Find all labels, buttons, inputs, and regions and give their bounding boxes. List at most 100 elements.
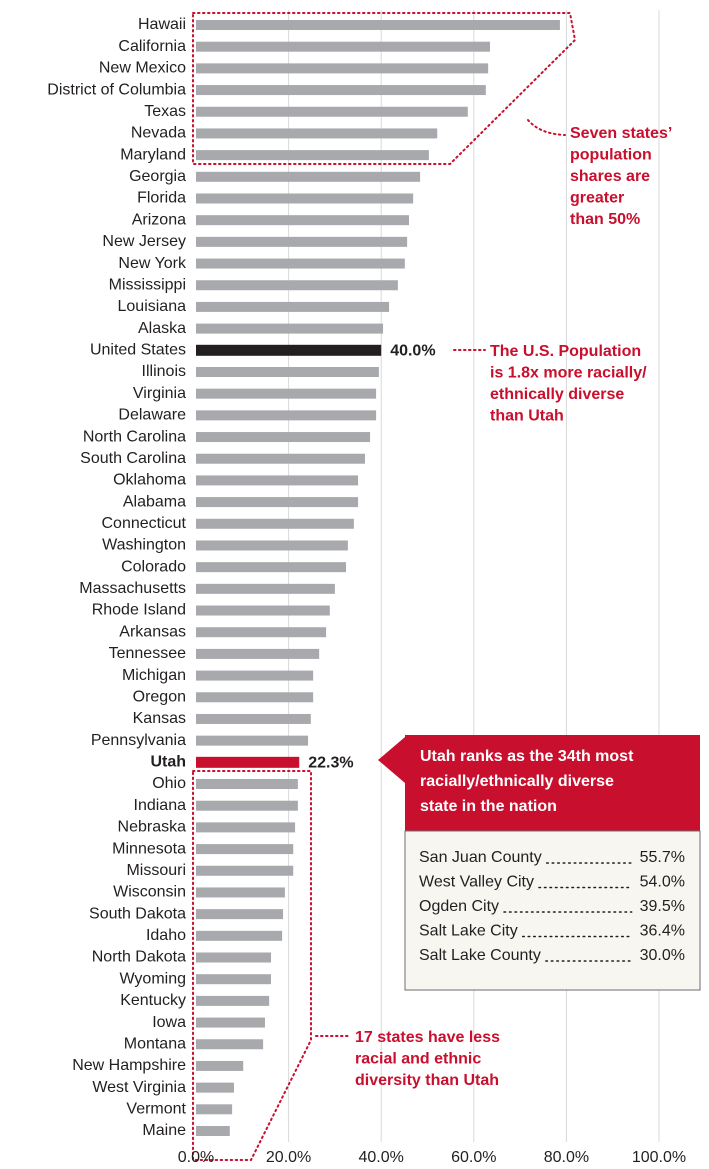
bar bbox=[196, 128, 438, 139]
annotation: 17 states have less bbox=[355, 1029, 500, 1046]
y-tick-label: Kentucky bbox=[120, 992, 186, 1009]
y-tick-label: Indiana bbox=[134, 797, 187, 814]
bar bbox=[196, 323, 384, 334]
bar bbox=[196, 106, 468, 117]
bar bbox=[196, 388, 377, 399]
x-tick-label: 40.0% bbox=[359, 1149, 404, 1166]
table-cell: Salt Lake City bbox=[419, 923, 518, 940]
annotation: racial and ethnic bbox=[355, 1051, 481, 1068]
bar bbox=[196, 432, 371, 443]
callout-box bbox=[378, 735, 700, 831]
table-cell: 36.4% bbox=[640, 923, 685, 940]
y-tick-label: Minnesota bbox=[112, 840, 186, 857]
annotation: Seven states’ bbox=[570, 125, 672, 142]
value-label: 22.3% bbox=[308, 755, 353, 772]
y-tick-label: New Hampshire bbox=[72, 1057, 186, 1074]
bar bbox=[196, 453, 365, 464]
top-group-outline bbox=[192, 12, 577, 165]
y-tick-label: Pennsylvania bbox=[91, 732, 186, 749]
y-tick-label: Georgia bbox=[129, 168, 186, 185]
bar bbox=[196, 258, 405, 269]
bar bbox=[196, 497, 359, 508]
y-tick-label: Oregon bbox=[133, 688, 186, 705]
bar bbox=[196, 1126, 230, 1136]
y-tick-label: Delaware bbox=[118, 407, 186, 424]
bar bbox=[196, 41, 491, 52]
bar bbox=[196, 410, 377, 421]
bar bbox=[196, 844, 294, 855]
annotation: than 50% bbox=[570, 211, 640, 228]
callout-text: state in the nation bbox=[420, 798, 557, 815]
y-tick-label: Connecticut bbox=[102, 515, 187, 532]
y-tick-label: West Virginia bbox=[92, 1079, 186, 1096]
annotation: than Utah bbox=[490, 408, 564, 425]
y-tick-label: Arkansas bbox=[119, 623, 186, 640]
bar bbox=[196, 583, 335, 594]
x-tick-label: 60.0% bbox=[451, 1149, 496, 1166]
y-tick-label: North Dakota bbox=[92, 949, 186, 966]
y-tick-label: Alabama bbox=[123, 493, 186, 510]
y-tick-label: Ohio bbox=[152, 775, 186, 792]
y-tick-label: Rhode Island bbox=[92, 602, 186, 619]
annotation: is 1.8x more racially/ bbox=[490, 365, 647, 382]
y-tick-label: Louisiana bbox=[118, 298, 187, 315]
y-tick-label: Maryland bbox=[120, 146, 186, 163]
annotation: population bbox=[570, 147, 652, 164]
table-box bbox=[404, 830, 701, 991]
bar bbox=[196, 692, 314, 703]
bar bbox=[196, 995, 270, 1006]
bar bbox=[196, 366, 379, 377]
y-tick-label: Wisconsin bbox=[113, 884, 186, 901]
bottom-group-outline bbox=[192, 770, 312, 1161]
bar bbox=[196, 865, 294, 876]
bar bbox=[196, 518, 354, 529]
value-label: 40.0% bbox=[390, 343, 435, 360]
y-tick-label: Hawaii bbox=[138, 16, 186, 33]
y-tick-label: Alaska bbox=[138, 320, 186, 337]
y-tick-label: New York bbox=[118, 255, 187, 272]
y-tick-label: Iowa bbox=[152, 1014, 186, 1031]
table-cell: 55.7% bbox=[640, 849, 685, 866]
bar bbox=[196, 344, 382, 356]
bar bbox=[196, 150, 429, 161]
y-tick-label: New Jersey bbox=[102, 233, 186, 250]
bar bbox=[196, 236, 408, 247]
bar bbox=[196, 648, 320, 659]
bar bbox=[196, 1017, 265, 1028]
bar bbox=[196, 887, 285, 898]
bar bbox=[196, 1060, 244, 1071]
annotation: The U.S. Population bbox=[490, 343, 641, 360]
y-tick-label: Massachusetts bbox=[79, 580, 186, 597]
bar bbox=[196, 280, 398, 291]
bar bbox=[196, 63, 489, 74]
y-tick-label: South Carolina bbox=[80, 450, 186, 467]
y-tick-label: North Carolina bbox=[83, 428, 186, 445]
y-tick-label: Nebraska bbox=[118, 819, 187, 836]
y-tick-label: South Dakota bbox=[89, 905, 186, 922]
table-cell: 39.5% bbox=[640, 898, 685, 915]
bar bbox=[196, 952, 272, 963]
y-tick-label: Michigan bbox=[122, 667, 186, 684]
bar bbox=[196, 670, 314, 681]
callout-text: Utah ranks as the 34th most bbox=[420, 748, 634, 765]
bar bbox=[196, 1104, 233, 1115]
x-tick-label: 0.0% bbox=[178, 1149, 214, 1166]
table-cell: 54.0% bbox=[640, 874, 685, 891]
bar bbox=[196, 909, 284, 920]
y-tick-label: District of Columbia bbox=[47, 81, 186, 98]
bar bbox=[196, 475, 359, 486]
table-cell: West Valley City bbox=[419, 874, 534, 891]
annotation: shares are bbox=[570, 168, 650, 185]
y-tick-label: Utah bbox=[150, 754, 186, 771]
bar bbox=[196, 301, 390, 312]
y-tick-label: Wyoming bbox=[119, 970, 186, 987]
bar bbox=[196, 713, 311, 724]
top-group-leader bbox=[527, 119, 566, 136]
y-tick-label: Idaho bbox=[146, 927, 186, 944]
bar bbox=[196, 540, 348, 551]
y-tick-label: Washington bbox=[102, 537, 186, 554]
y-tick-label: Missouri bbox=[126, 862, 186, 879]
y-tick-label: Arizona bbox=[132, 211, 186, 228]
y-tick-label: United States bbox=[90, 342, 186, 359]
